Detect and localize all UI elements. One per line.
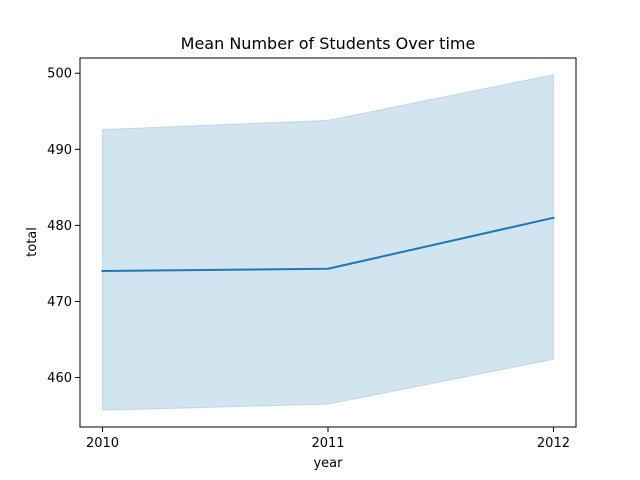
x-tick-label: 2012	[537, 436, 570, 451]
y-tick-label: 500	[47, 67, 72, 82]
y-tick-label: 460	[47, 371, 72, 386]
x-tick-label: 2010	[86, 436, 119, 451]
x-axis-label: year	[313, 456, 343, 471]
axes: 2010 2011 2012 460 470 480 490 500	[47, 57, 577, 451]
y-tick-label: 470	[47, 295, 72, 310]
y-axis-label: total	[25, 227, 40, 257]
y-tick-label: 490	[47, 143, 72, 158]
y-tick-label: 480	[47, 219, 72, 234]
plot-area	[101, 74, 555, 411]
chart-title: Mean Number of Students Over time	[181, 34, 476, 53]
series-line	[101, 216, 555, 273]
x-tick-label: 2011	[311, 436, 344, 451]
confidence-band	[102, 74, 554, 411]
